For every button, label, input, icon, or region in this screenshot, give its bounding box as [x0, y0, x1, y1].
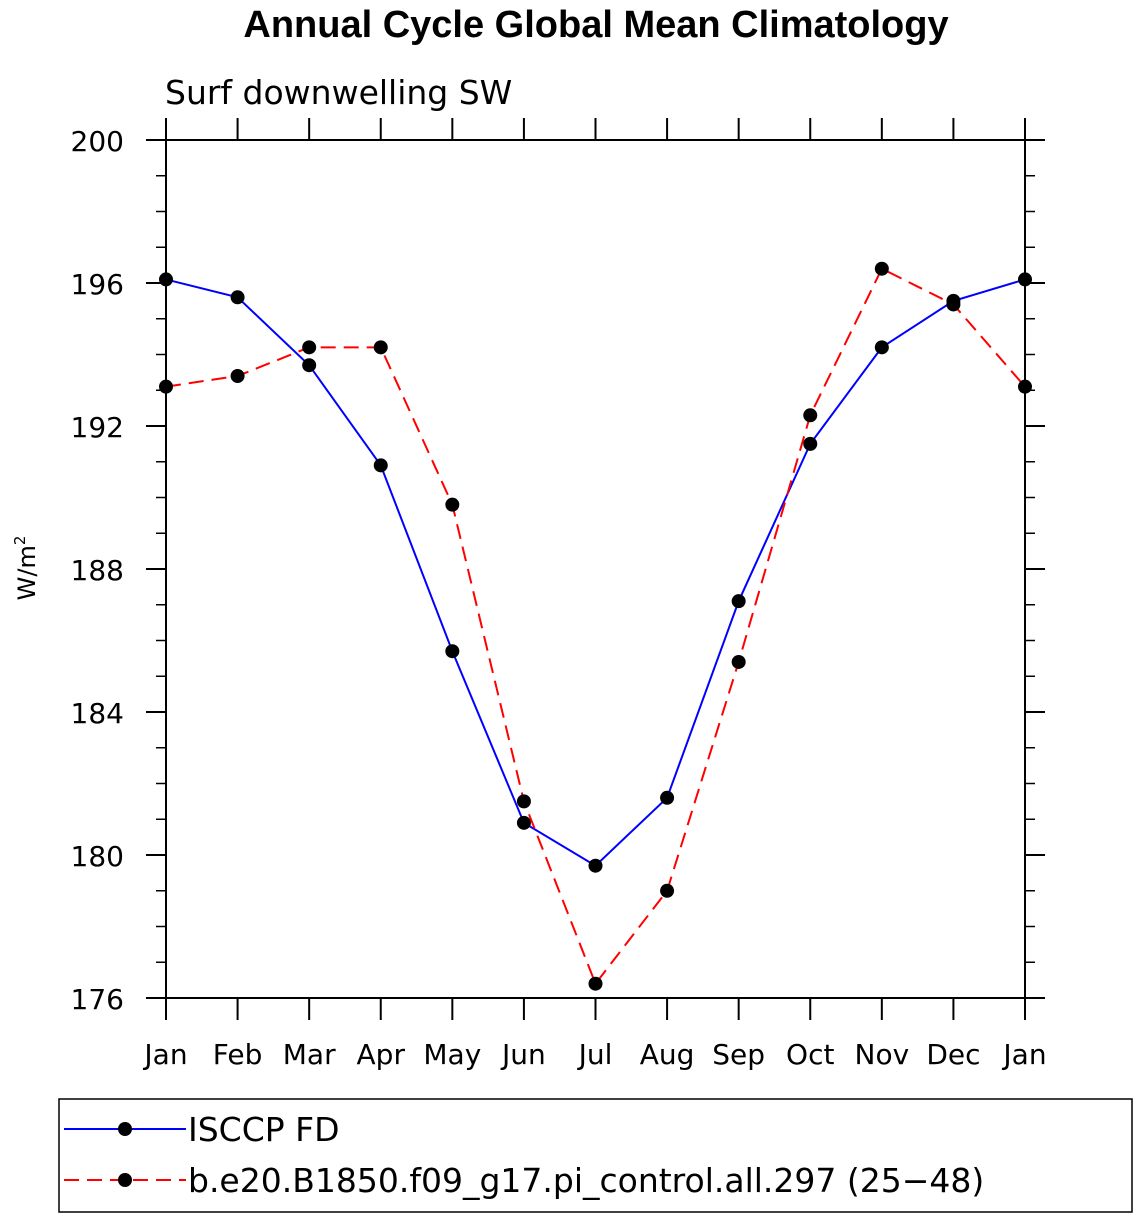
data-point — [660, 790, 675, 805]
series-line — [165, 267, 1026, 986]
y-axis-label: W/m — [13, 545, 41, 600]
y-axis-label-superscript: 2 — [11, 536, 29, 546]
data-point — [516, 815, 531, 830]
legend-swatch-marker — [118, 1122, 132, 1136]
x-tick-label: Jun — [500, 1038, 546, 1071]
y-tick-label: 188 — [71, 554, 124, 587]
data-point — [1018, 379, 1032, 394]
y-tick-label: 184 — [71, 697, 124, 730]
y-tick-label: 196 — [71, 268, 124, 301]
series-line — [165, 278, 1026, 867]
series-points — [159, 261, 1032, 991]
data-point — [445, 497, 460, 512]
x-tick-label: Jul — [577, 1038, 613, 1071]
tick-marks — [146, 118, 1045, 1020]
legend-label: b.e20.B1850.f09_g17.pi_control.all.297 (… — [188, 1161, 984, 1200]
data-point — [1018, 272, 1032, 287]
data-point — [731, 594, 746, 609]
data-point — [803, 436, 818, 451]
y-tick-labels: 176 180 184 188 192 196 200 — [71, 125, 124, 1016]
x-tick-label: Oct — [786, 1038, 834, 1071]
data-point — [660, 883, 675, 898]
x-tick-label: Mar — [283, 1038, 336, 1071]
data-point — [230, 368, 245, 383]
series-lines — [165, 267, 1026, 986]
data-point — [874, 261, 889, 276]
y-tick-label: 192 — [71, 411, 124, 444]
legend-swatch-marker — [118, 1173, 132, 1187]
x-tick-label: Jan — [1001, 1038, 1046, 1071]
chart-title: Annual Cycle Global Mean Climatology — [243, 4, 948, 46]
chart-subtitle: Surf downwelling SW — [165, 73, 512, 112]
x-tick-label: May — [423, 1038, 481, 1071]
y-tick-label: 180 — [71, 840, 124, 873]
legend-entries: ISCCP FD b.e20.B1850.f09_g17.pi_control.a… — [64, 1110, 984, 1200]
data-point — [946, 297, 961, 312]
data-point — [230, 290, 245, 305]
x-tick-label: Jan — [142, 1038, 187, 1071]
data-point — [731, 654, 746, 669]
svg-text:W/m2: W/m2 — [11, 536, 41, 601]
data-point — [874, 340, 889, 355]
x-tick-label: Feb — [213, 1038, 263, 1071]
data-point — [159, 379, 173, 394]
legend-label: ISCCP FD — [188, 1110, 340, 1149]
data-point — [588, 976, 603, 991]
x-tick-label: Dec — [926, 1038, 980, 1071]
data-point — [302, 358, 317, 373]
x-tick-labels: Jan Feb Mar Apr May Jun Jul Aug Sep Oct Nov Dec Jan — [142, 1038, 1046, 1071]
data-point — [445, 644, 460, 659]
data-point — [373, 340, 388, 355]
y-axis-title: W/m2 — [11, 536, 41, 601]
y-tick-label: 176 — [71, 983, 124, 1016]
x-tick-label: Sep — [712, 1038, 765, 1071]
plot-frame — [165, 139, 1026, 999]
legend: ISCCP FD b.e20.B1850.f09_g17.pi_control.a… — [58, 1098, 1133, 1213]
data-point — [373, 458, 388, 473]
data-point — [803, 408, 818, 423]
data-point — [302, 340, 317, 355]
data-point — [159, 272, 173, 287]
data-point — [588, 858, 603, 873]
x-tick-label: Nov — [855, 1038, 910, 1071]
data-point — [516, 794, 531, 809]
x-tick-label: Apr — [357, 1038, 406, 1071]
x-tick-label: Aug — [640, 1038, 695, 1071]
y-tick-label: 200 — [71, 125, 124, 158]
legend-box — [58, 1098, 1133, 1213]
